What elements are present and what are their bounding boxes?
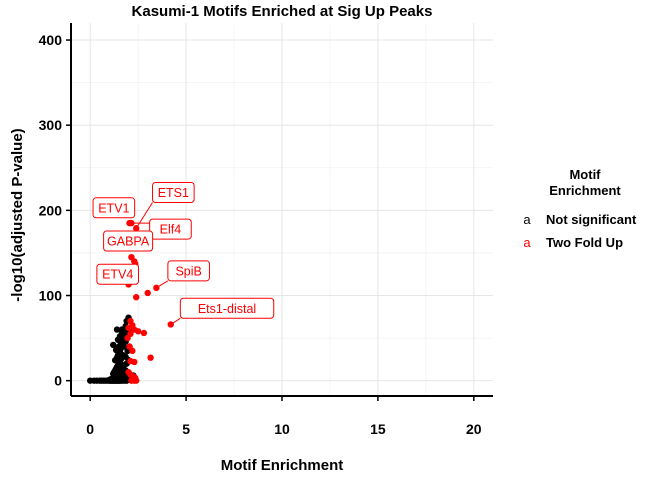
- x-axis-title: Motif Enrichment: [221, 457, 344, 474]
- legend-key-not-significant: a: [523, 212, 531, 227]
- motif-label-ets1-distal: Ets1-distal: [170, 297, 275, 325]
- x-tick-label: 20: [466, 421, 482, 437]
- label-text: ETV4: [102, 268, 133, 282]
- motif-label-gabpa: GABPA: [103, 230, 154, 252]
- label-box: [179, 297, 275, 319]
- legend-label-not-significant: Not significant: [546, 212, 637, 227]
- legend-key-two-fold-up: a: [523, 235, 531, 250]
- motif-labels: ETS1 ETV1 Elf4 GABPA ETV4 SpiB Ets1-distal: [92, 181, 275, 325]
- grid-lines: [71, 23, 493, 396]
- label-box: [96, 263, 139, 285]
- point-not-significant: [122, 353, 129, 361]
- point-two-fold-up: [131, 358, 138, 366]
- x-tick-label: 5: [182, 421, 190, 437]
- chart-title: Kasumi-1 Motifs Enriched at Sig Up Peaks: [132, 3, 433, 20]
- legend: Motif Enrichment a Not significant a Two…: [523, 167, 637, 250]
- point-two-fold-up: [129, 347, 136, 355]
- point-not-significant: [118, 330, 126, 338]
- y-tick-label: 300: [39, 117, 63, 133]
- label-box: [152, 181, 195, 203]
- label-text: Ets1-distal: [198, 302, 256, 316]
- motif-label-etv4: ETV4: [96, 263, 139, 285]
- motif-label-etv1: ETV1: [92, 197, 136, 219]
- point-two-fold-up: [134, 328, 142, 335]
- label-text: SpiB: [175, 264, 201, 278]
- point-not-significant: [120, 343, 127, 350]
- label-text: ETV1: [98, 201, 129, 215]
- point-two-fold-up: [140, 329, 148, 337]
- label-box: [149, 218, 192, 240]
- point-not-significant: [114, 351, 122, 359]
- point-two-fold-up: [124, 334, 131, 342]
- point-two-fold-up: [128, 377, 135, 384]
- y-tick-label: 200: [39, 202, 63, 218]
- motif-label-elf4: Elf4: [131, 218, 192, 240]
- legend-title-line-1: Motif: [569, 167, 601, 182]
- leader-line: [170, 317, 181, 325]
- point-two-fold-up: [125, 324, 132, 332]
- label-box: [103, 230, 154, 252]
- motif-label-ets1: ETS1: [135, 181, 195, 229]
- point-two-fold-up: [133, 294, 140, 301]
- legend-title-line-2: Enrichment: [549, 183, 621, 198]
- label-box: [167, 260, 210, 282]
- y-tick-label: 100: [39, 288, 63, 304]
- x-tick-label: 15: [370, 421, 386, 437]
- leader-line: [156, 280, 169, 289]
- point-not-significant: [112, 346, 120, 354]
- label-text: GABPA: [107, 235, 150, 249]
- label-box: [92, 197, 136, 219]
- x-tick-label: 0: [86, 421, 94, 437]
- label-text: Elf4: [160, 223, 182, 237]
- motif-label-spib: SpiB: [156, 260, 210, 289]
- point-not-significant: [110, 341, 117, 349]
- x-tick-label: 10: [274, 421, 290, 437]
- point-two-fold-up: [144, 289, 151, 297]
- y-axis-title: -log10(adjusted P-value): [9, 128, 26, 301]
- leader-line: [135, 202, 153, 229]
- y-tick-label: 0: [54, 373, 62, 389]
- y-tick-label: 400: [39, 32, 63, 48]
- legend-label-two-fold-up: Two Fold Up: [546, 235, 623, 250]
- point-two-fold-up: [147, 354, 154, 361]
- point-not-significant: [113, 326, 121, 333]
- label-text: ETS1: [158, 186, 189, 200]
